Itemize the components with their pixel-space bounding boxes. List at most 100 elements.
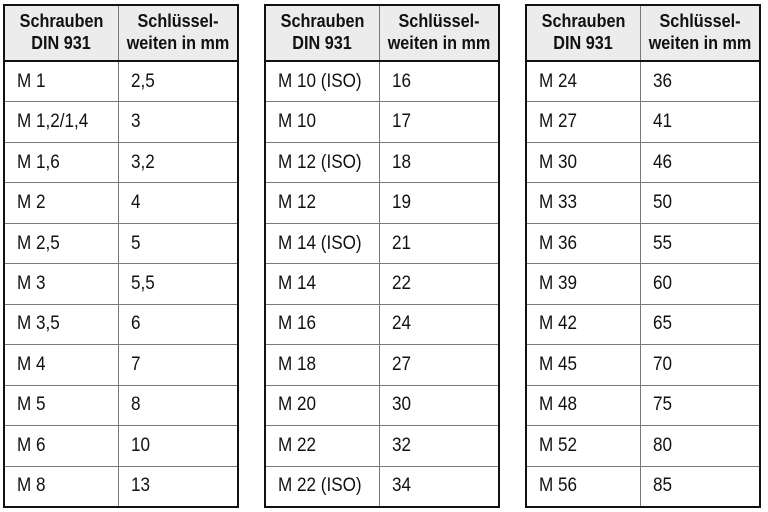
screw-size-cell: M 27 (527, 102, 641, 142)
header-line: Schrauben (19, 11, 104, 32)
screw-size-value: M 3 (17, 272, 46, 294)
screw-size-cell: M 24 (527, 62, 641, 102)
table-header-row: Schrauben DIN 931 Schlüssel- weiten in m… (266, 6, 498, 62)
wrench-width-cell: 8 (119, 386, 237, 425)
wrench-width-cell: 70 (641, 345, 759, 384)
screw-size-cell: M 48 (527, 385, 641, 426)
header-line: Schlüssel- (398, 11, 480, 32)
screw-size-cell: M 18 (266, 345, 380, 385)
wrench-width-cell: 60 (641, 264, 759, 303)
screw-size-value: M 5 (17, 394, 46, 416)
screw-size-cell: M 6 (5, 426, 119, 466)
screw-size-cell: M 3 (5, 264, 119, 304)
header-line: weiten in mm (387, 33, 491, 53)
wrench-width-value: 8 (131, 394, 141, 416)
screw-size-cell: M 22 (266, 426, 380, 466)
screw-size-value: M 33 (539, 192, 578, 214)
wrench-width-value: 27 (392, 353, 412, 375)
table-row: M 52 80 (527, 425, 759, 466)
table-body: M 10 (ISO) 16 M 10 17 M 12 (ISO) 18 M 12 19 M 14… (266, 62, 498, 506)
screw-size-value: M 36 (539, 232, 578, 254)
wrench-width-value: 6 (131, 313, 141, 335)
wrench-width-cell: 65 (641, 305, 759, 344)
column-header-schrauben: Schrauben DIN 931 (5, 6, 119, 60)
screw-size-cell: M 1,2/1,4 (5, 102, 119, 142)
wrench-width-value: 75 (653, 394, 673, 416)
wrench-width-cell: 2,5 (119, 62, 237, 101)
wrench-width-cell: 46 (641, 143, 759, 182)
table-row: M 48 75 (527, 384, 759, 426)
column-header-schrauben: Schrauben DIN 931 (527, 6, 641, 60)
table-row: M 12 (ISO) 18 (266, 141, 498, 183)
table-row: M 42 65 (527, 303, 759, 345)
screw-size-value: M 42 (539, 313, 578, 335)
screw-size-value: M 16 (278, 313, 317, 335)
wrench-width-value: 3 (131, 111, 141, 133)
table-body: M 24 36 M 27 41 M 30 46 M 33 50 M 36 55 M 39 60 M 42… (527, 62, 759, 506)
screw-size-value: M 39 (539, 272, 578, 294)
screw-size-value: M 27 (539, 111, 578, 133)
screw-size-value: M 12 (ISO) (278, 151, 362, 173)
wrench-width-value: 17 (392, 111, 412, 133)
wrench-width-value: 34 (392, 475, 412, 497)
wrench-width-cell: 16 (380, 62, 498, 101)
screw-size-cell: M 1 (5, 62, 119, 102)
screw-size-cell: M 10 (266, 102, 380, 142)
wrench-width-cell: 85 (641, 467, 759, 506)
table-row: M 3,5 6 (5, 303, 237, 345)
wrench-width-value: 80 (653, 434, 673, 456)
table-row: M 20 30 (266, 384, 498, 426)
wrench-width-value: 32 (392, 434, 412, 456)
table-row: M 4 7 (5, 344, 237, 385)
wrench-width-value: 60 (653, 272, 673, 294)
screw-size-cell: M 3,5 (5, 304, 119, 345)
table-row: M 18 27 (266, 344, 498, 385)
wrench-width-cell: 55 (641, 224, 759, 263)
table-header-row: Schrauben DIN 931 Schlüssel- weiten in m… (527, 6, 759, 62)
column-header-schluesselweiten: Schlüssel- weiten in mm (119, 6, 237, 60)
screw-size-value: M 6 (17, 434, 46, 456)
table-row: M 10 (ISO) 16 (266, 62, 498, 102)
screw-size-cell: M 10 (ISO) (266, 62, 380, 102)
screw-size-value: M 24 (539, 70, 578, 92)
wrench-width-cell: 50 (641, 183, 759, 222)
wrench-width-value: 55 (653, 232, 673, 254)
table-row: M 36 55 (527, 222, 759, 264)
wrench-width-value: 5,5 (131, 272, 155, 294)
wrench-width-value: 18 (392, 151, 412, 173)
screw-size-cell: M 56 (527, 466, 641, 506)
header-line: Schlüssel- (659, 11, 741, 32)
screw-size-cell: M 36 (527, 223, 641, 264)
table-header-row: Schrauben DIN 931 Schlüssel- weiten in m… (5, 6, 237, 62)
header-line: Schrauben (280, 11, 365, 32)
screw-size-value: M 14 (278, 272, 317, 294)
screw-size-value: M 2 (17, 192, 46, 214)
screw-size-value: M 2,5 (17, 232, 60, 254)
table-row: M 1 2,5 (5, 62, 237, 102)
wrench-width-value: 36 (653, 70, 673, 92)
screw-size-value: M 20 (278, 394, 317, 416)
screw-size-cell: M 4 (5, 345, 119, 385)
screw-size-cell: M 2 (5, 183, 119, 223)
screw-size-cell: M 1,6 (5, 142, 119, 183)
table-row: M 8 13 (5, 465, 237, 506)
table-row: M 22 (ISO) 34 (266, 465, 498, 506)
screw-size-cell: M 42 (527, 304, 641, 345)
table-row: M 56 85 (527, 465, 759, 506)
table-row: M 16 24 (266, 303, 498, 345)
wrench-width-value: 7 (131, 353, 141, 375)
header-line: Schlüssel- (137, 11, 219, 32)
table-row: M 45 70 (527, 344, 759, 385)
wrench-width-cell: 3 (119, 102, 237, 141)
table-row: M 2,5 5 (5, 222, 237, 264)
wrench-width-value: 65 (653, 313, 673, 335)
wrench-width-cell: 6 (119, 305, 237, 344)
screw-size-cell: M 5 (5, 385, 119, 426)
screw-size-value: M 22 (278, 434, 317, 456)
table-row: M 2 4 (5, 182, 237, 223)
din931-table-medium-sizes: Schrauben DIN 931 Schlüssel- weiten in m… (264, 4, 500, 508)
table-row: M 39 60 (527, 263, 759, 304)
screw-size-value: M 1,6 (17, 151, 60, 173)
screw-size-value: M 52 (539, 434, 578, 456)
wrench-width-value: 30 (392, 394, 412, 416)
